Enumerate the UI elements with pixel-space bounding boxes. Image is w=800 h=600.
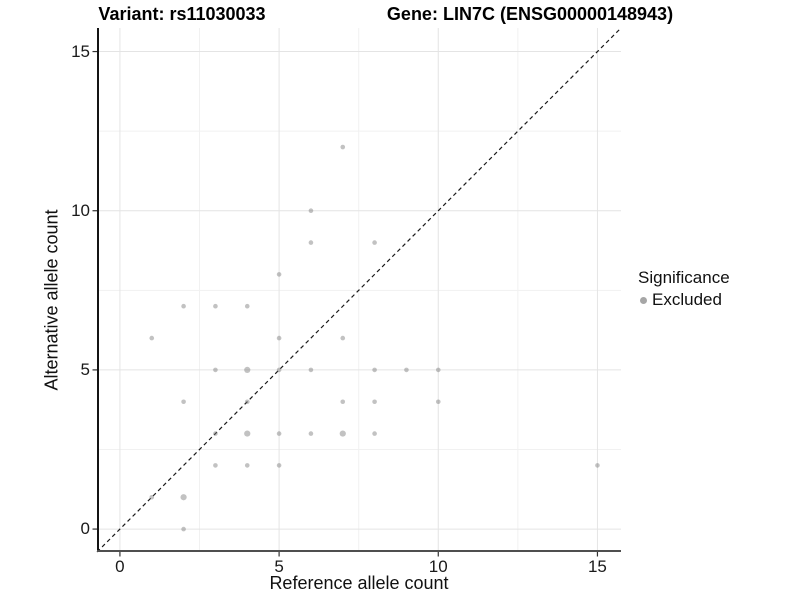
data-point [181,399,186,405]
data-point [180,494,187,501]
x-tick-label: 5 [274,557,284,576]
data-points [149,144,600,532]
data-point [308,431,314,436]
legend-title: Significance [638,268,730,287]
data-point [244,399,250,405]
plot-title-gene: Gene: LIN7C (ENSG00000148943) [386,4,674,24]
data-point [435,399,441,405]
data-point [276,463,282,468]
identity-line [96,27,622,553]
y-tick-label: 10 [71,200,90,220]
legend-point-icon [640,296,647,304]
data-point [372,431,377,436]
tick-marks [92,50,599,557]
data-point [276,367,282,373]
major-gridlines [97,28,621,552]
data-point [340,399,346,405]
plot-panel [92,27,622,557]
data-point [308,208,314,214]
data-point [244,463,250,468]
data-point [340,144,346,150]
data-point [372,399,377,405]
x-tick-label: 15 [587,557,607,576]
data-point [340,335,346,341]
data-point [213,431,218,436]
data-point [244,303,250,309]
data-point [276,335,282,341]
data-point [149,494,155,500]
data-point [435,367,441,373]
legend: Significance Excluded [638,268,730,310]
data-point [308,367,314,373]
data-point [213,463,218,468]
data-point [244,366,251,374]
data-point [372,367,377,373]
data-point [339,430,346,437]
data-point [404,367,409,373]
x-tick-label: 10 [428,557,448,576]
data-point [181,526,186,532]
data-point [595,463,600,468]
data-point [213,367,218,373]
legend-item-label: Excluded [652,290,722,309]
x-tick-label: 0 [115,557,125,576]
x-axis-title: Reference allele count [269,573,449,593]
y-tick-label: 0 [80,519,90,539]
data-point [276,272,282,277]
data-point [213,303,218,309]
data-point [181,303,186,309]
data-point [149,335,155,341]
data-point [372,240,377,245]
y-tick-label: 15 [71,41,90,61]
y-tick-label: 5 [80,359,90,379]
y-axis-title: Alternative allele count [41,209,62,391]
data-point [244,430,251,437]
data-point [308,240,314,245]
axis-lines [97,28,621,552]
plot-title-variant: Variant: rs11030033 [98,4,266,24]
legend-item-excluded: Excluded [638,290,730,310]
data-point [276,431,282,436]
